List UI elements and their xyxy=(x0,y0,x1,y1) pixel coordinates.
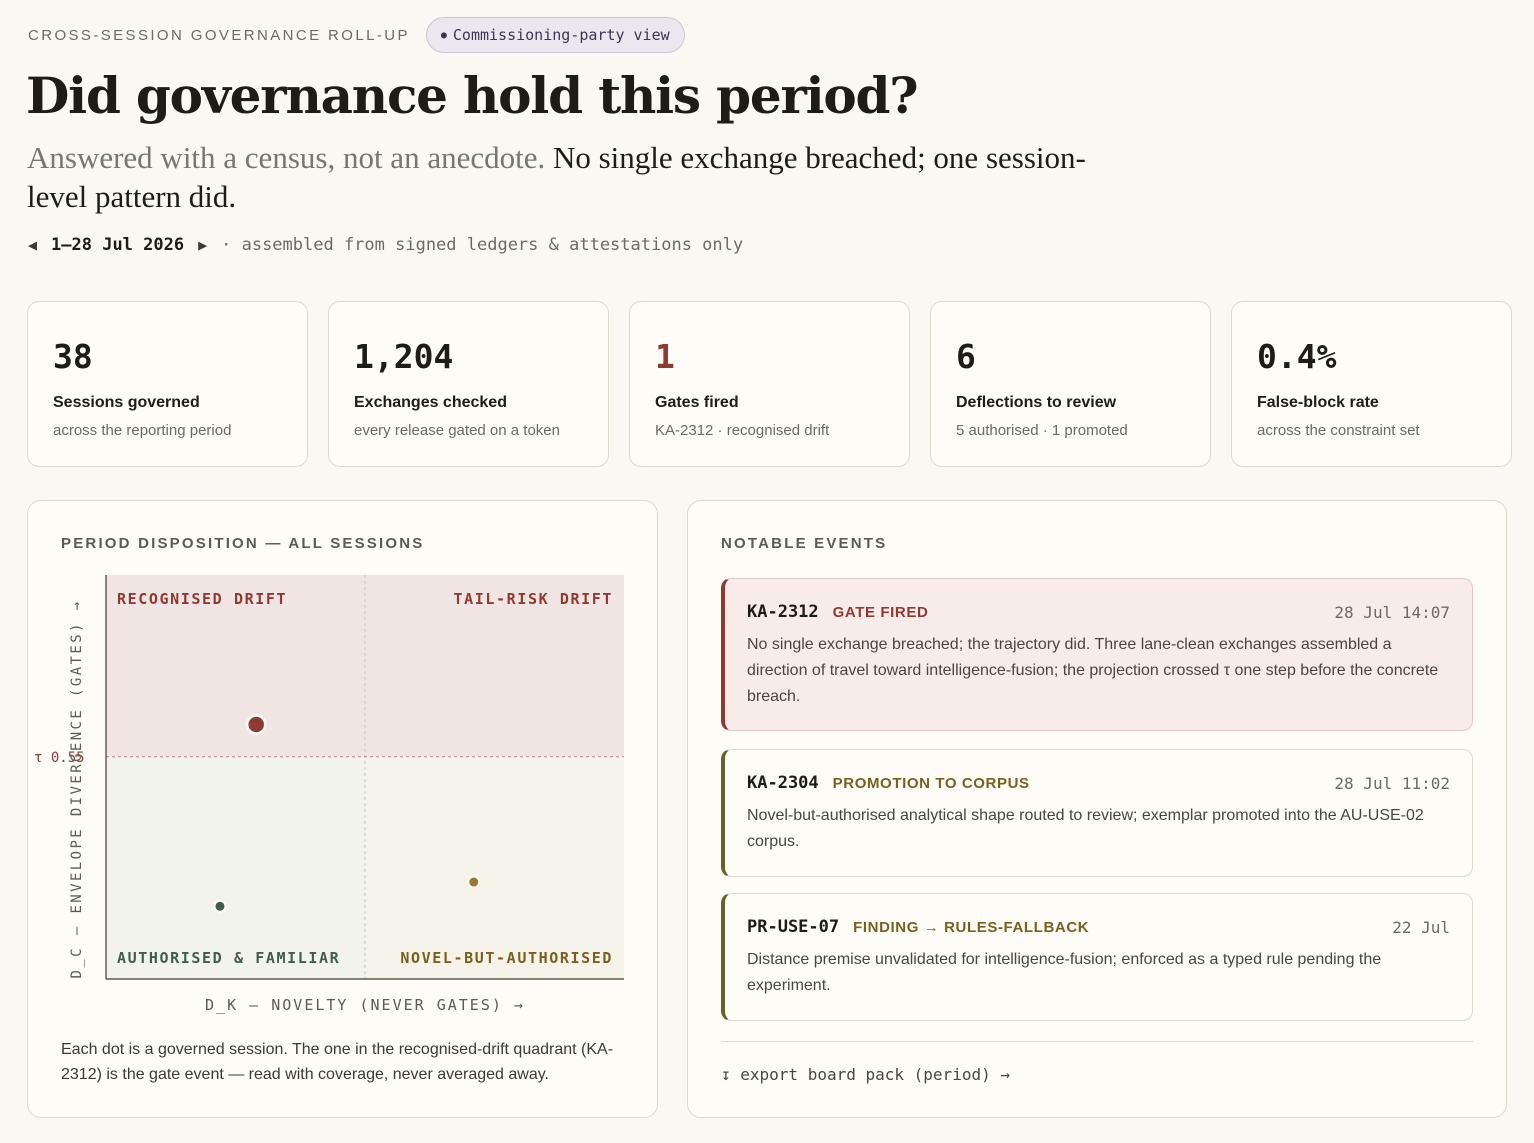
quadrant-label-authorised-familiar: AUTHORISED & FAMILIAR xyxy=(117,949,340,967)
y-axis-title: D_C — ENVELOPE DIVERGENCE (GATES) → xyxy=(69,599,85,978)
quadrant-label-recognised-drift: RECOGNISED DRIFT xyxy=(117,590,287,608)
view-pill[interactable]: ● Commissioning-party view xyxy=(425,17,685,53)
event-tag: FINDING → RULES-FALLBACK xyxy=(853,918,1090,936)
kpi-sub: KA-2312 · recognised drift xyxy=(655,422,830,439)
event-card-pr-use-07[interactable]: PR-USE-07 FINDING → RULES-FALLBACK 22 Ju… xyxy=(721,893,1473,1021)
page-subtitle: Answered with a census, not an anecdote.… xyxy=(27,138,1087,216)
kpi-value: 1,204 xyxy=(354,337,454,376)
kpi-card-false-block: 0.4% False-block rate across the constra… xyxy=(1231,301,1512,467)
kpi-card-deflections: 6 Deflections to review 5 authorised · 1… xyxy=(930,301,1211,467)
disposition-panel: PERIOD DISPOSITION — ALL SESSIONS RECOGN… xyxy=(27,500,658,1118)
disposition-chart: RECOGNISED DRIFT TAIL-RISK DRIFT AUTHORISE… xyxy=(34,575,624,1014)
kpi-value: 0.4% xyxy=(1257,337,1337,376)
session-dot-recognised-drift xyxy=(245,714,267,735)
view-pill-label: Commissioning-party view xyxy=(452,26,670,44)
events-heading: NOTABLE EVENTS xyxy=(721,535,888,552)
kpi-value: 6 xyxy=(956,337,976,376)
kpi-label: Gates fired xyxy=(655,394,739,411)
kpi-row: 38 Sessions governed across the reportin… xyxy=(27,301,1512,467)
quadrant-label-tail-risk-drift: TAIL-RISK DRIFT xyxy=(454,590,613,608)
kpi-card-gates: 1 Gates fired KA-2312 · recognised drift xyxy=(629,301,910,467)
kpi-value: 38 xyxy=(53,337,93,376)
familiar-region xyxy=(106,756,365,979)
kpi-sub: every release gated on a token xyxy=(354,422,560,439)
bullet-icon: ● xyxy=(440,29,447,41)
event-time: 28 Jul 14:07 xyxy=(1334,602,1450,622)
event-id: PR-USE-07 xyxy=(747,917,840,937)
event-body: Novel-but-authorised analytical shape ro… xyxy=(747,807,1424,850)
events-panel: NOTABLE EVENTS KA-2312 GATE FIRED 28 Jul… xyxy=(687,500,1507,1118)
period-range: 1–28 Jul 2026 xyxy=(51,235,185,255)
event-time: 28 Jul 11:02 xyxy=(1334,773,1450,793)
kpi-label: False-block rate xyxy=(1257,394,1379,411)
period-prev-icon[interactable]: ◀ xyxy=(28,236,38,254)
kpi-card-exchanges: 1,204 Exchanges checked every release ga… xyxy=(328,301,609,467)
event-tag: GATE FIRED xyxy=(832,603,929,621)
page-eyebrow: CROSS-SESSION GOVERNANCE ROLL-UP xyxy=(28,26,410,44)
event-time: 22 Jul xyxy=(1392,917,1450,937)
disposition-heading: PERIOD DISPOSITION — ALL SESSIONS xyxy=(61,535,425,552)
event-body: Distance premise unvalidated for intelli… xyxy=(747,951,1382,994)
event-card-ka-2312[interactable]: KA-2312 GATE FIRED 28 Jul 14:07 No singl… xyxy=(721,578,1473,731)
event-id: KA-2312 xyxy=(747,602,819,622)
threshold-label: τ 0.55 xyxy=(34,750,85,766)
period-next-icon[interactable]: ▶ xyxy=(198,236,208,254)
kpi-label: Exchanges checked xyxy=(354,394,507,411)
event-card-ka-2304[interactable]: KA-2304 PROMOTION TO CORPUS 28 Jul 11:02… xyxy=(721,749,1473,877)
period-note: · assembled from signed ledgers & attest… xyxy=(221,235,744,255)
kpi-sub: 5 authorised · 1 promoted xyxy=(956,422,1128,439)
export-board-pack-link[interactable]: ↧ export board pack (period) → xyxy=(721,1065,1010,1084)
session-dot-novel-but-authorised xyxy=(467,875,481,889)
kpi-value: 1 xyxy=(655,337,675,376)
period-selector: ◀ 1–28 Jul 2026 ▶ · assembled from signe… xyxy=(28,233,743,257)
kpi-label: Deflections to review xyxy=(956,394,1117,411)
disposition-caption: Each dot is a governed session. The one … xyxy=(61,1041,614,1083)
kpi-card-sessions: 38 Sessions governed across the reportin… xyxy=(27,301,308,467)
quadrant-label-novel-authorised: NOVEL-BUT-AUTHORISED xyxy=(400,949,613,967)
event-body: No single exchange breached; the traject… xyxy=(747,636,1439,705)
novel-region xyxy=(365,756,624,979)
kpi-label: Sessions governed xyxy=(53,394,200,411)
page-title: Did governance hold this period? xyxy=(26,66,919,125)
header-eyebrow-row: CROSS-SESSION GOVERNANCE ROLL-UP ● Commi… xyxy=(28,17,685,53)
subtitle-main: No single exchange breached; one session… xyxy=(27,140,1086,214)
kpi-sub: across the constraint set xyxy=(1257,422,1420,439)
event-tag: PROMOTION TO CORPUS xyxy=(832,774,1030,792)
session-dot-authorised-familiar xyxy=(213,899,227,913)
x-axis-title: D_K — NOVELTY (NEVER GATES) → xyxy=(205,996,525,1014)
subtitle-muted: Answered with a census, not an anecdote. xyxy=(27,140,546,175)
events-divider xyxy=(721,1041,1473,1042)
event-id: KA-2304 xyxy=(747,773,819,793)
kpi-sub: across the reporting period xyxy=(53,422,232,439)
